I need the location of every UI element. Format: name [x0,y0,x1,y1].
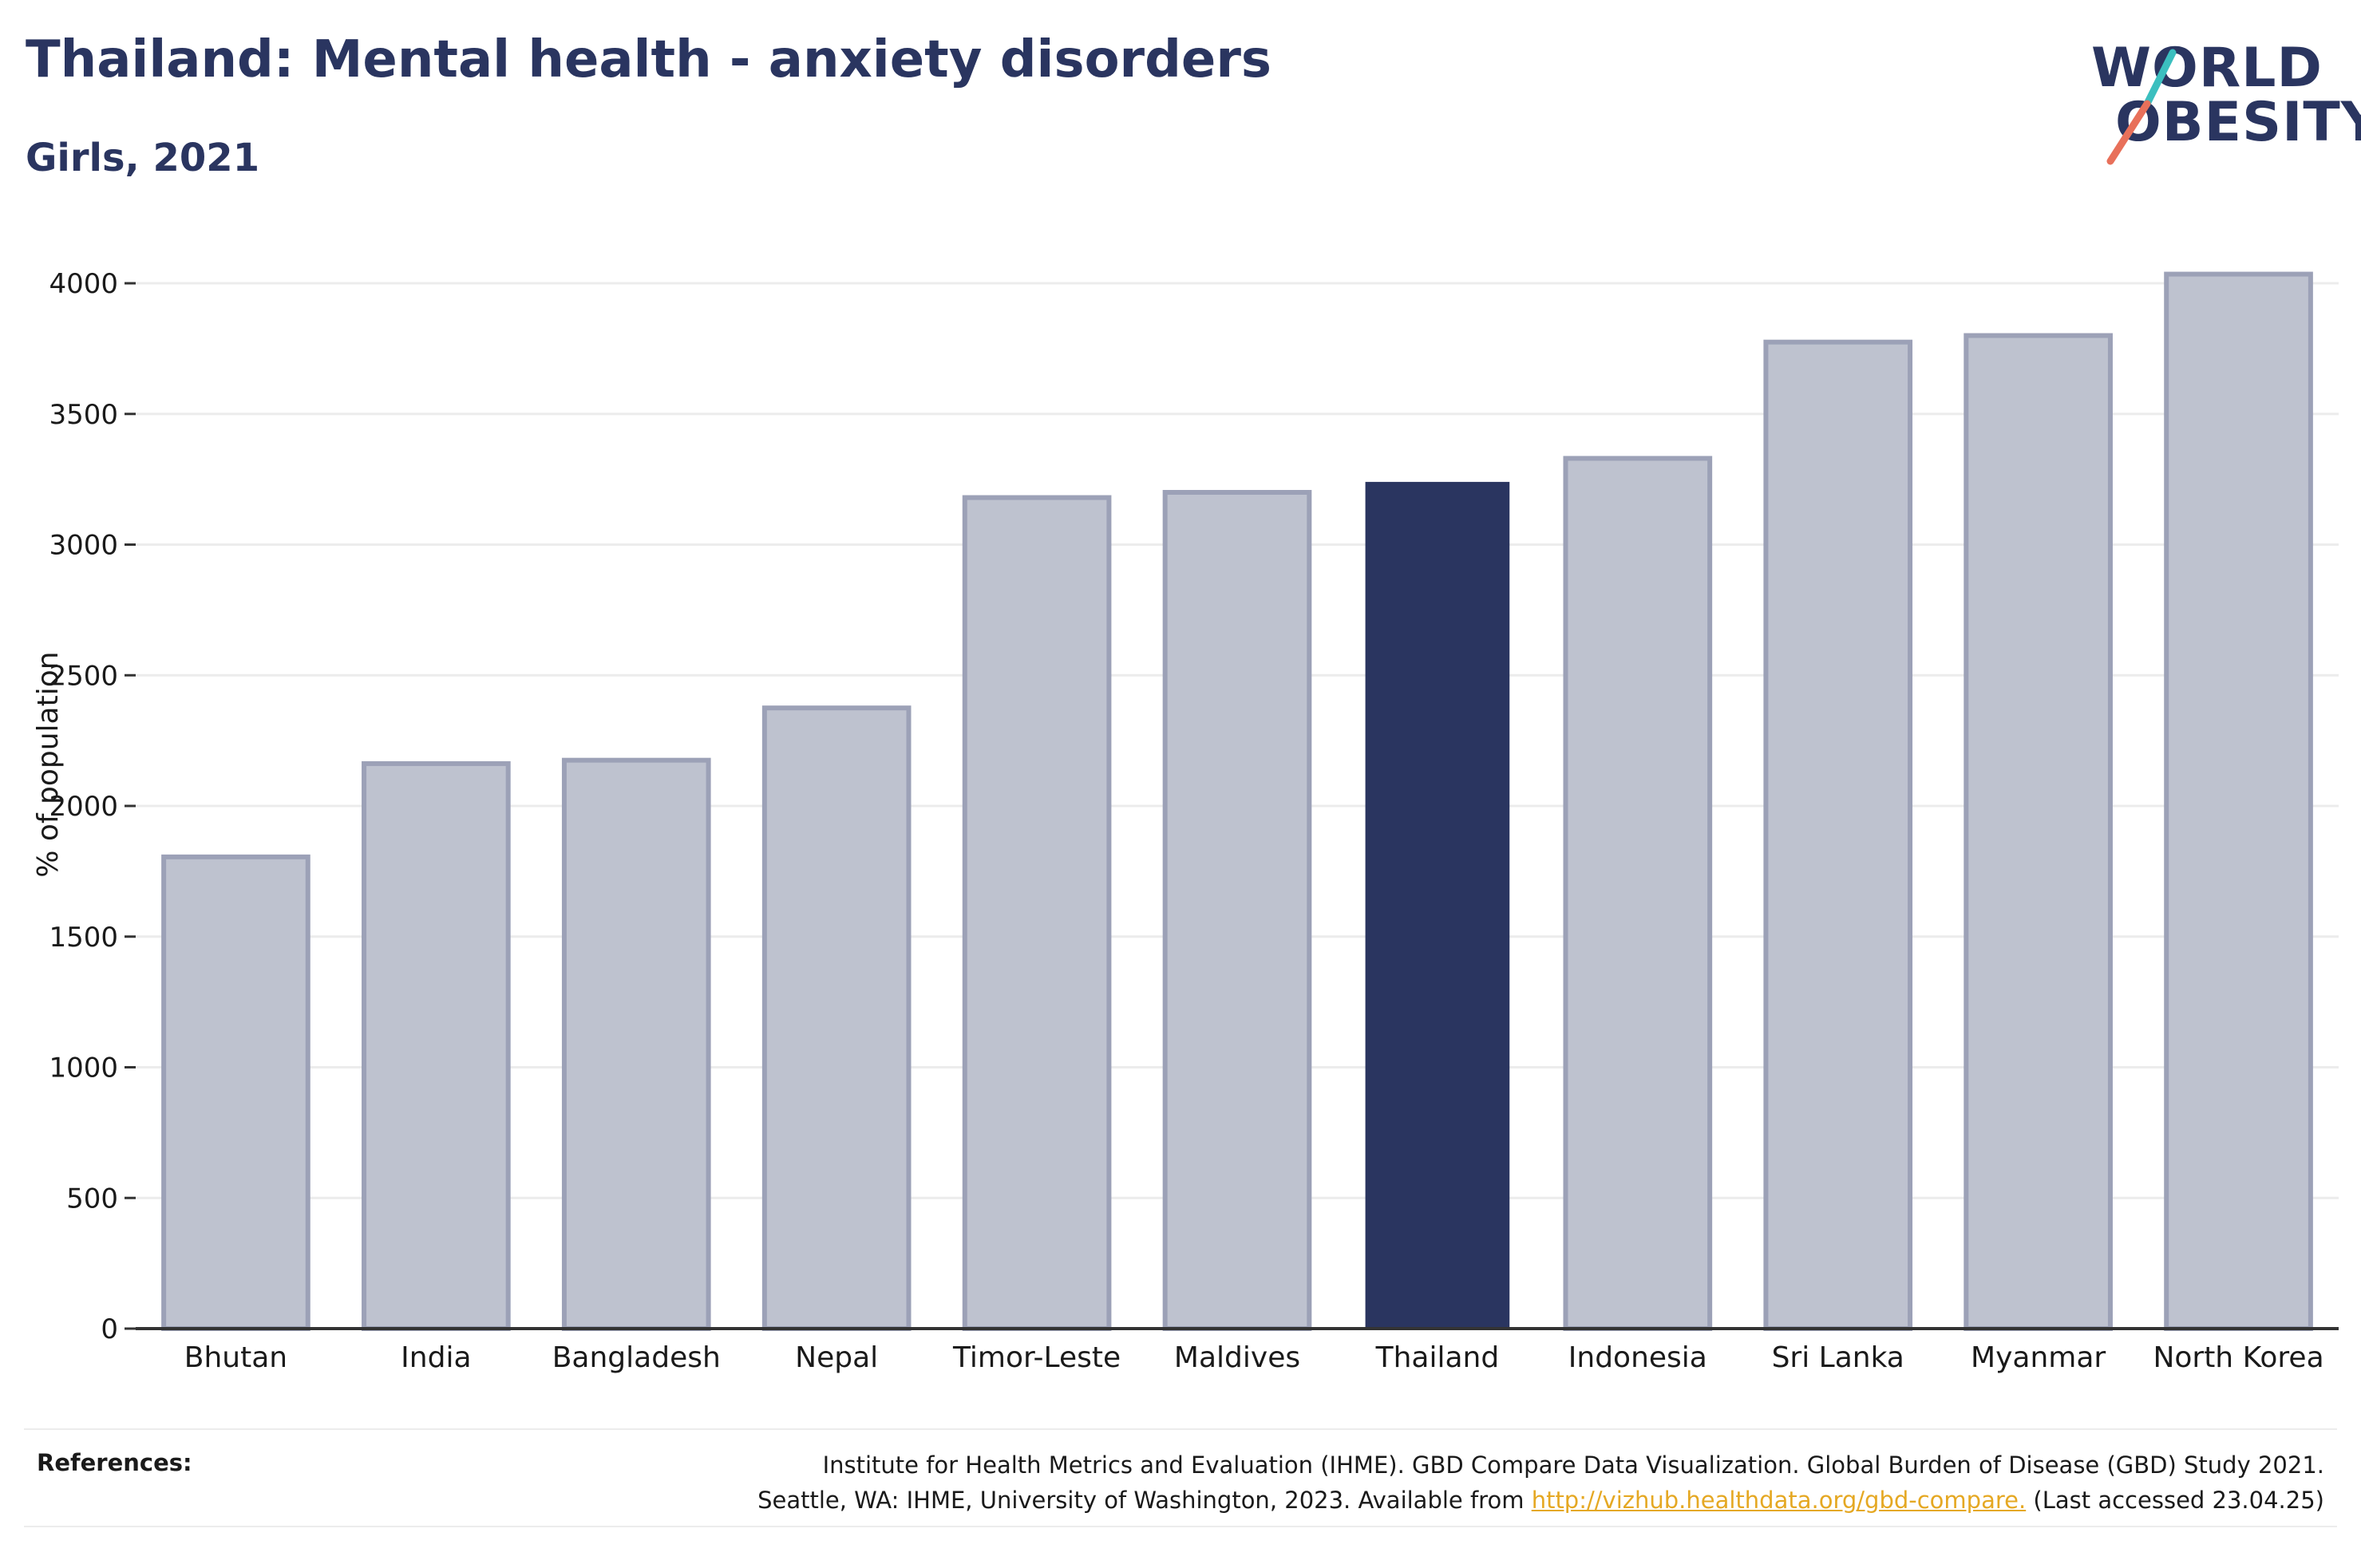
x-tick-label: Bangladesh [552,1341,721,1374]
y-tick-label: 1500 [49,922,118,954]
references-line-2-suffix: (Last accessed 23.04.25) [2026,1487,2324,1514]
y-tick-label: 0 [101,1313,118,1345]
y-tick-label: 4000 [49,268,118,300]
references-text: Institute for Health Metrics and Evaluat… [757,1448,2324,1518]
bar-sri-lanka [1763,339,1913,1331]
x-axis-labels: Bhutan India Bangladesh Nepal Timor-Leste Mal… [184,1341,2324,1374]
references-line-2: Seattle, WA: IHME, University of Washing… [757,1483,2324,1518]
bar-maldives [1162,490,1312,1331]
bar-myanmar [1964,333,2113,1331]
logo-word-world: WORLD [2091,37,2323,100]
x-tick-label: Indonesia [1568,1341,1707,1374]
x-tick-label: Myanmar [1971,1341,2106,1374]
x-tick-label: Maldives [1174,1341,1300,1374]
references-panel: References: Institute for Health Metrics… [24,1428,2337,1527]
x-tick-label: India [401,1341,471,1374]
bar-nepal [761,705,912,1331]
x-tick-label: Bhutan [184,1341,287,1374]
logo-word-obesity: OBESITY [2115,91,2361,154]
x-tick-label: North Korea [2153,1341,2323,1374]
bar-thailand [1365,481,1510,1329]
x-tick-label: Timor-Leste [952,1341,1121,1374]
y-tick-label: 2500 [49,660,118,692]
bars [161,271,2313,1332]
world-obesity-logo: WORLD OBESITY [2083,24,2361,168]
chart-title: Thailand: Mental health - anxiety disord… [26,30,1271,89]
references-line-2-prefix: Seattle, WA: IHME, University of Washing… [757,1487,1532,1514]
x-tick-label: Thailand [1375,1341,1500,1374]
references-label: References: [37,1449,192,1476]
bar-bhutan [161,854,310,1332]
y-tick-label: 3000 [49,530,118,562]
y-axis-label: % of population [32,651,65,877]
bar-india [362,760,511,1331]
bar-timor-leste [962,495,1112,1331]
y-tick-label: 2000 [49,791,118,823]
bar-chart: 0 500 1000 1500 2000 2500 3000 3500 4000 Bhutan I… [32,268,2339,1374]
y-tick-label: 1000 [49,1053,118,1084]
y-tick-label: 500 [66,1183,118,1215]
x-tick-label: Sri Lanka [1772,1341,1904,1374]
gbd-compare-link[interactable]: http://vizhub.healthdata.org/gbd-compare… [1531,1487,2027,1514]
bar-indonesia [1563,456,1713,1331]
references-line-1: Institute for Health Metrics and Evaluat… [822,1451,2324,1479]
y-axis-ticks: 0 500 1000 1500 2000 2500 3000 3500 4000 [49,268,136,1345]
logo-slash-icon [2106,49,2177,165]
x-tick-label: Nepal [795,1341,878,1374]
chart-subtitle: Girls, 2021 [26,136,260,180]
y-tick-label: 3500 [49,399,118,431]
bar-north-korea [2164,271,2313,1332]
bar-bangladesh [561,757,711,1331]
